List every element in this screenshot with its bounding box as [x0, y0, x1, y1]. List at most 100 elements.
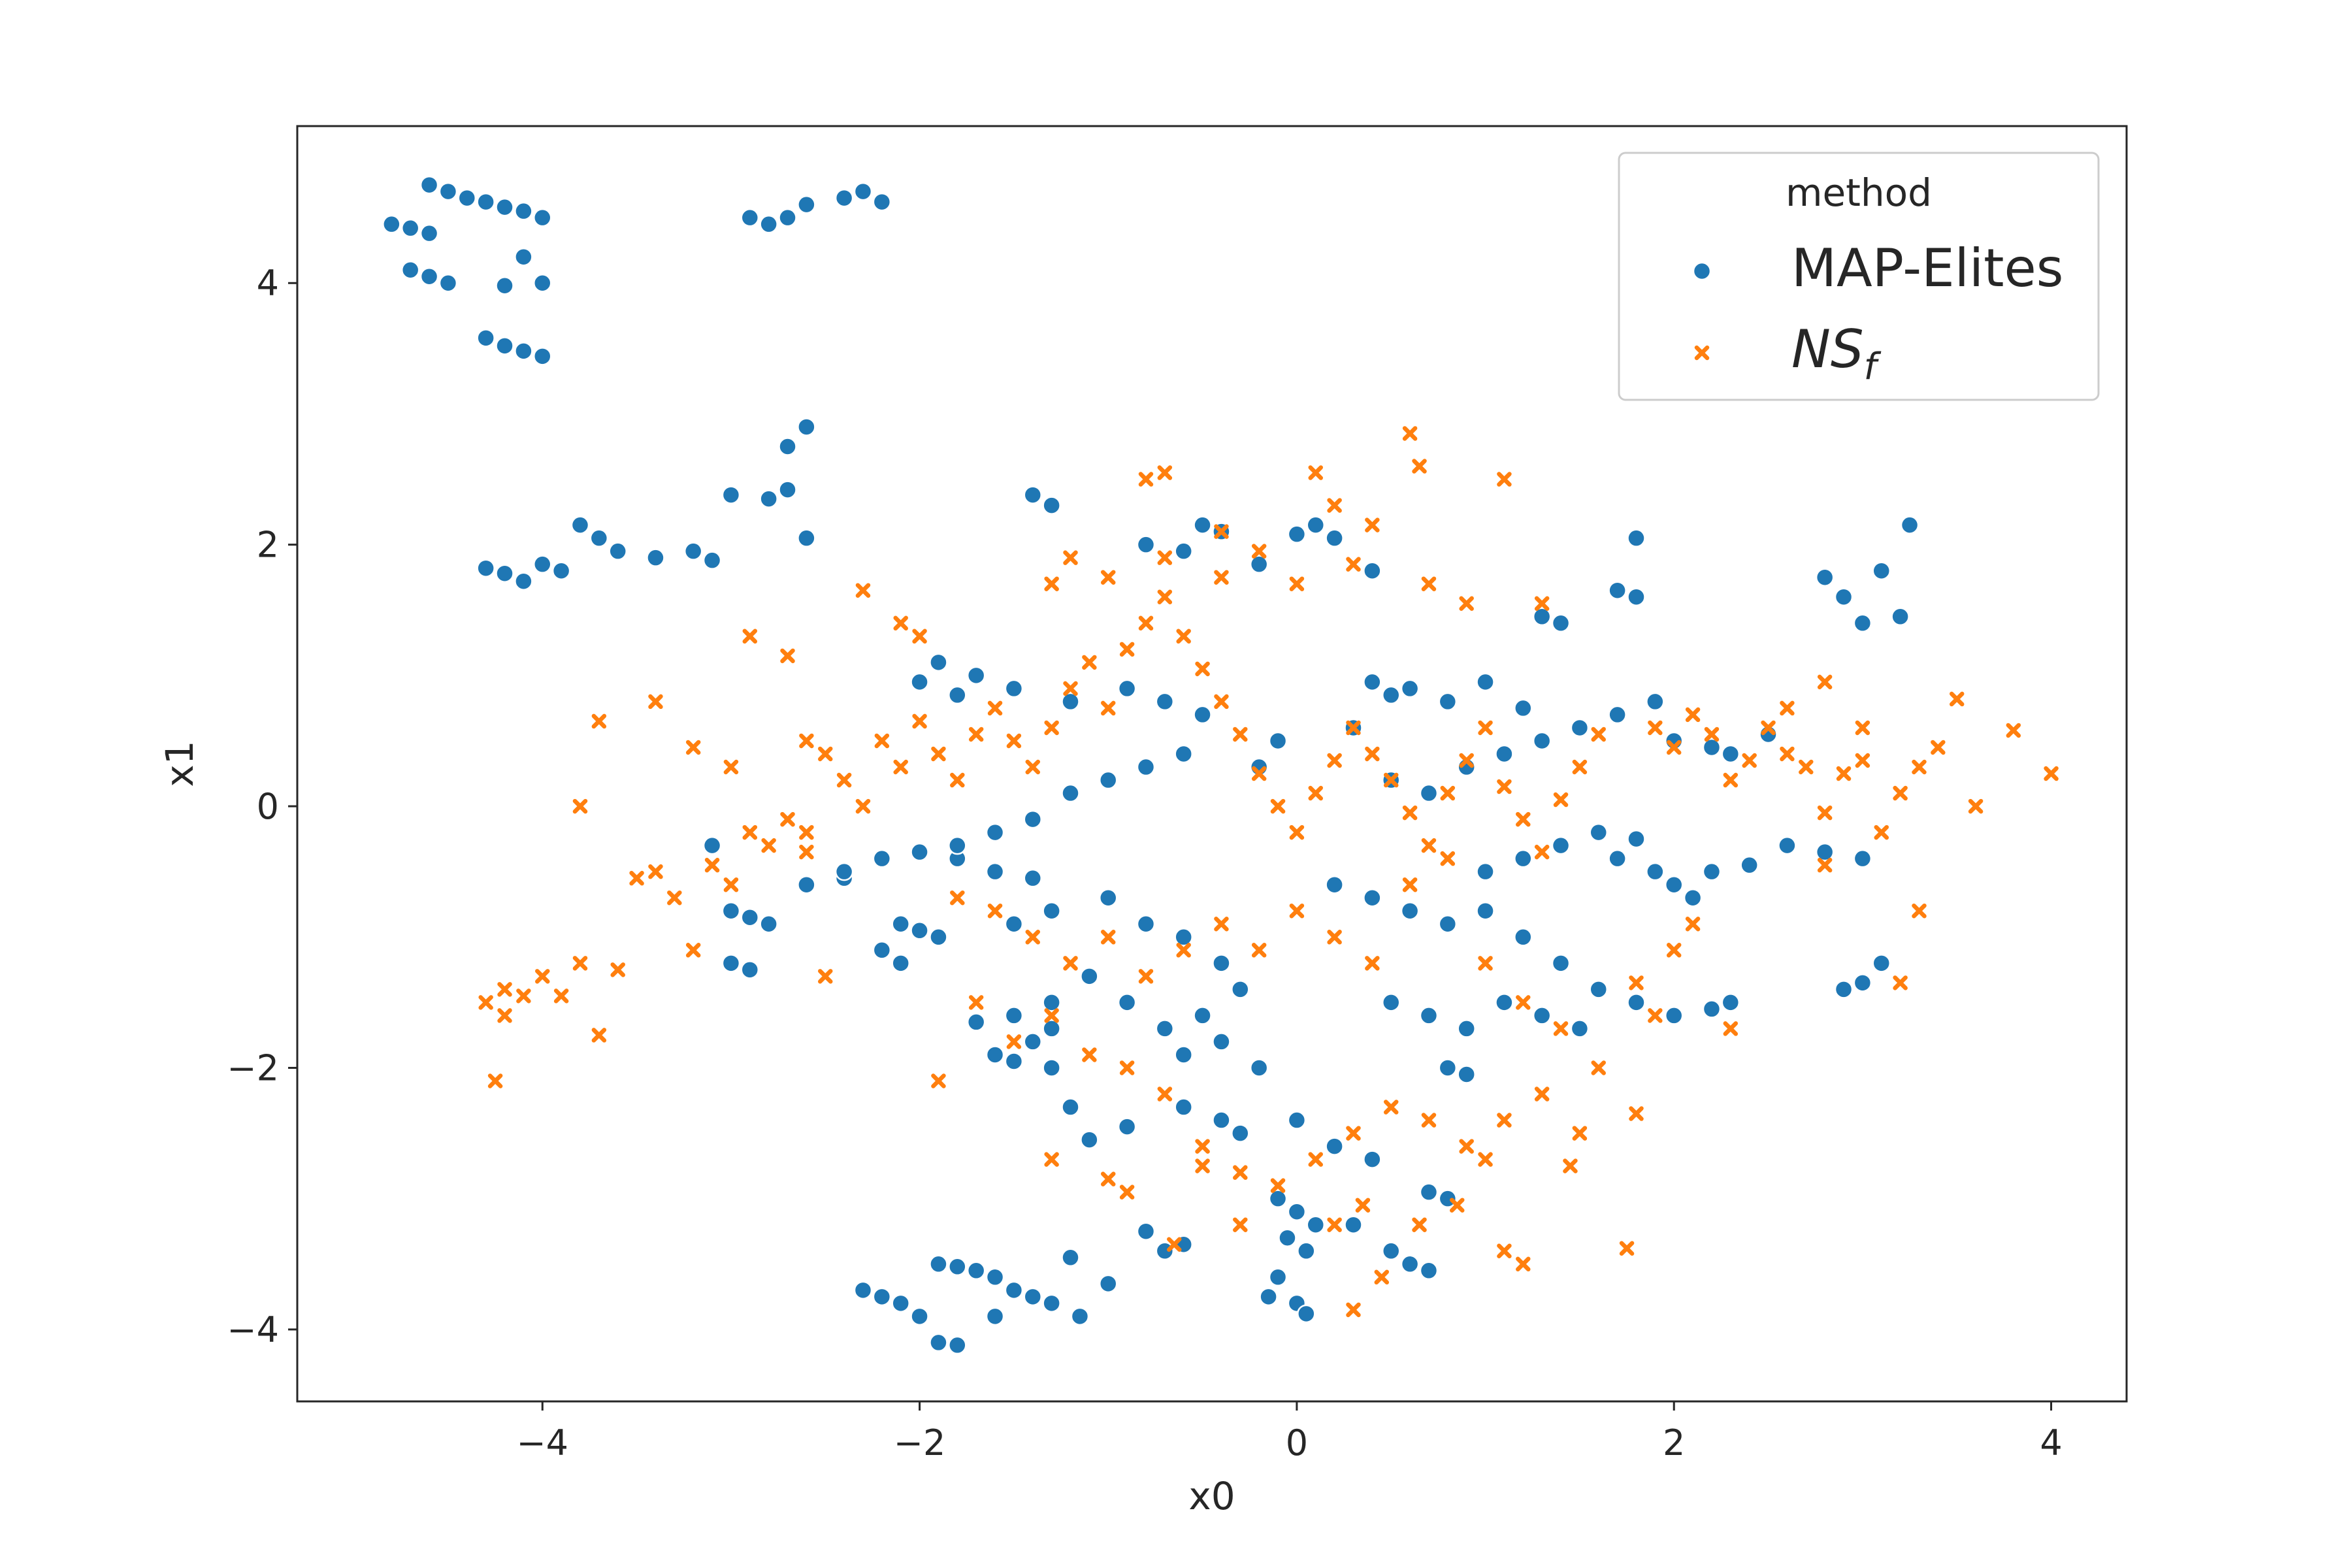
data-point-ns-f [1346, 557, 1361, 572]
data-point-map-elites [1287, 525, 1307, 544]
y-tick-label: −2 [227, 1047, 279, 1088]
data-point-map-elites [1098, 888, 1118, 907]
data-point-ns-f [742, 825, 758, 840]
data-point-map-elites [1551, 613, 1571, 633]
data-point-map-elites [514, 572, 533, 591]
data-point-map-elites [533, 347, 552, 366]
data-point-map-elites [1061, 692, 1080, 711]
data-point-map-elites [1589, 980, 1609, 999]
data-point-map-elites [966, 666, 986, 685]
data-point-ns-f [1176, 943, 1191, 958]
data-point-map-elites [1023, 1032, 1043, 1051]
data-point-map-elites [1080, 967, 1099, 986]
data-point-ns-f [1516, 811, 1531, 827]
data-point-map-elites [1249, 555, 1269, 574]
data-point-map-elites [1249, 1058, 1269, 1077]
data-point-map-elites [1400, 679, 1420, 698]
data-point-map-elites [1042, 993, 1061, 1012]
data-point-map-elites [495, 564, 514, 583]
data-point-ns-f [1270, 1178, 1286, 1193]
data-point-map-elites [570, 515, 590, 534]
data-point-ns-f [968, 995, 984, 1010]
data-point-ns-f [1440, 851, 1456, 866]
data-point-ns-f [1817, 805, 1833, 821]
data-point-ns-f [1214, 570, 1229, 585]
data-point-ns-f [2006, 723, 2021, 738]
data-point-map-elites [1570, 1019, 1590, 1038]
data-point-ns-f [1119, 1184, 1135, 1200]
data-point-map-elites [740, 208, 760, 227]
data-point-ns-f [950, 890, 965, 906]
data-point-map-elites [778, 437, 797, 456]
data-point-map-elites [759, 214, 778, 234]
data-point-ns-f [1459, 1139, 1474, 1154]
data-point-map-elites [778, 480, 797, 499]
data-point-map-elites [1702, 738, 1722, 757]
data-point-ns-f [1421, 576, 1437, 591]
data-point-ns-f [1100, 1171, 1116, 1186]
data-point-map-elites [1608, 849, 1627, 868]
data-point-ns-f [1025, 930, 1041, 945]
data-point-ns-f [987, 903, 1003, 919]
data-point-ns-f [1119, 642, 1135, 657]
data-point-map-elites [419, 267, 439, 286]
data-point-map-elites [1023, 809, 1043, 829]
data-point-ns-f [1100, 930, 1116, 945]
data-point-map-elites [1268, 1189, 1288, 1208]
data-point-map-elites [1532, 731, 1552, 751]
data-point-ns-f [648, 694, 663, 710]
data-point-ns-f [1289, 825, 1305, 840]
data-point-ns-f [1251, 943, 1267, 958]
data-point-map-elites [457, 188, 477, 208]
data-point-ns-f [1412, 1217, 1427, 1232]
data-point-ns-f [1591, 727, 1606, 742]
plot-frame [296, 125, 2128, 1403]
data-point-map-elites [1532, 607, 1552, 627]
data-point-map-elites [1042, 901, 1061, 921]
data-point-ns-f [516, 988, 531, 1004]
data-point-map-elites [1476, 901, 1495, 921]
data-point-ns-f [1704, 727, 1720, 742]
data-point-ns-f [1421, 838, 1437, 853]
data-point-map-elites [948, 685, 967, 705]
data-point-map-elites [1098, 770, 1118, 790]
legend-marker-x [1694, 345, 1710, 361]
data-point-map-elites [1476, 862, 1495, 881]
data-point-ns-f [1214, 694, 1229, 710]
data-point-ns-f [1355, 1198, 1371, 1213]
data-point-map-elites [1815, 842, 1835, 862]
data-point-map-elites [1023, 1287, 1043, 1307]
data-point-ns-f [1327, 1217, 1342, 1232]
data-point-map-elites [910, 842, 929, 862]
data-point-map-elites [438, 182, 458, 201]
data-point-map-elites [419, 175, 439, 195]
data-point-ns-f [1365, 746, 1380, 762]
data-point-map-elites [797, 417, 816, 436]
data-point-map-elites [1872, 954, 1891, 973]
data-point-ns-f [1167, 1237, 1182, 1252]
data-point-map-elites [1004, 1006, 1024, 1025]
data-point-map-elites [985, 823, 1005, 842]
x-tick-label: −2 [894, 1422, 946, 1463]
data-point-ns-f [799, 733, 814, 749]
data-point-map-elites [1664, 1006, 1684, 1025]
data-point-map-elites [1297, 1304, 1316, 1324]
data-point-ns-f [1534, 844, 1550, 860]
data-point-map-elites [929, 653, 948, 672]
data-point-map-elites [985, 1045, 1005, 1064]
data-point-ns-f [761, 838, 776, 853]
data-point-map-elites [759, 915, 778, 934]
data-point-map-elites [1589, 823, 1609, 842]
data-point-map-elites [1400, 1254, 1420, 1274]
data-point-map-elites [1231, 980, 1250, 999]
data-point-map-elites [1627, 587, 1646, 606]
data-point-map-elites [1683, 888, 1703, 907]
y-tick-label: 4 [257, 263, 279, 304]
data-point-ns-f [1685, 707, 1701, 723]
data-point-ns-f [1497, 779, 1512, 794]
data-point-map-elites [1834, 980, 1854, 999]
data-point-map-elites [1278, 1228, 1297, 1247]
data-point-map-elites [1381, 685, 1401, 705]
data-point-map-elites [1004, 915, 1024, 934]
